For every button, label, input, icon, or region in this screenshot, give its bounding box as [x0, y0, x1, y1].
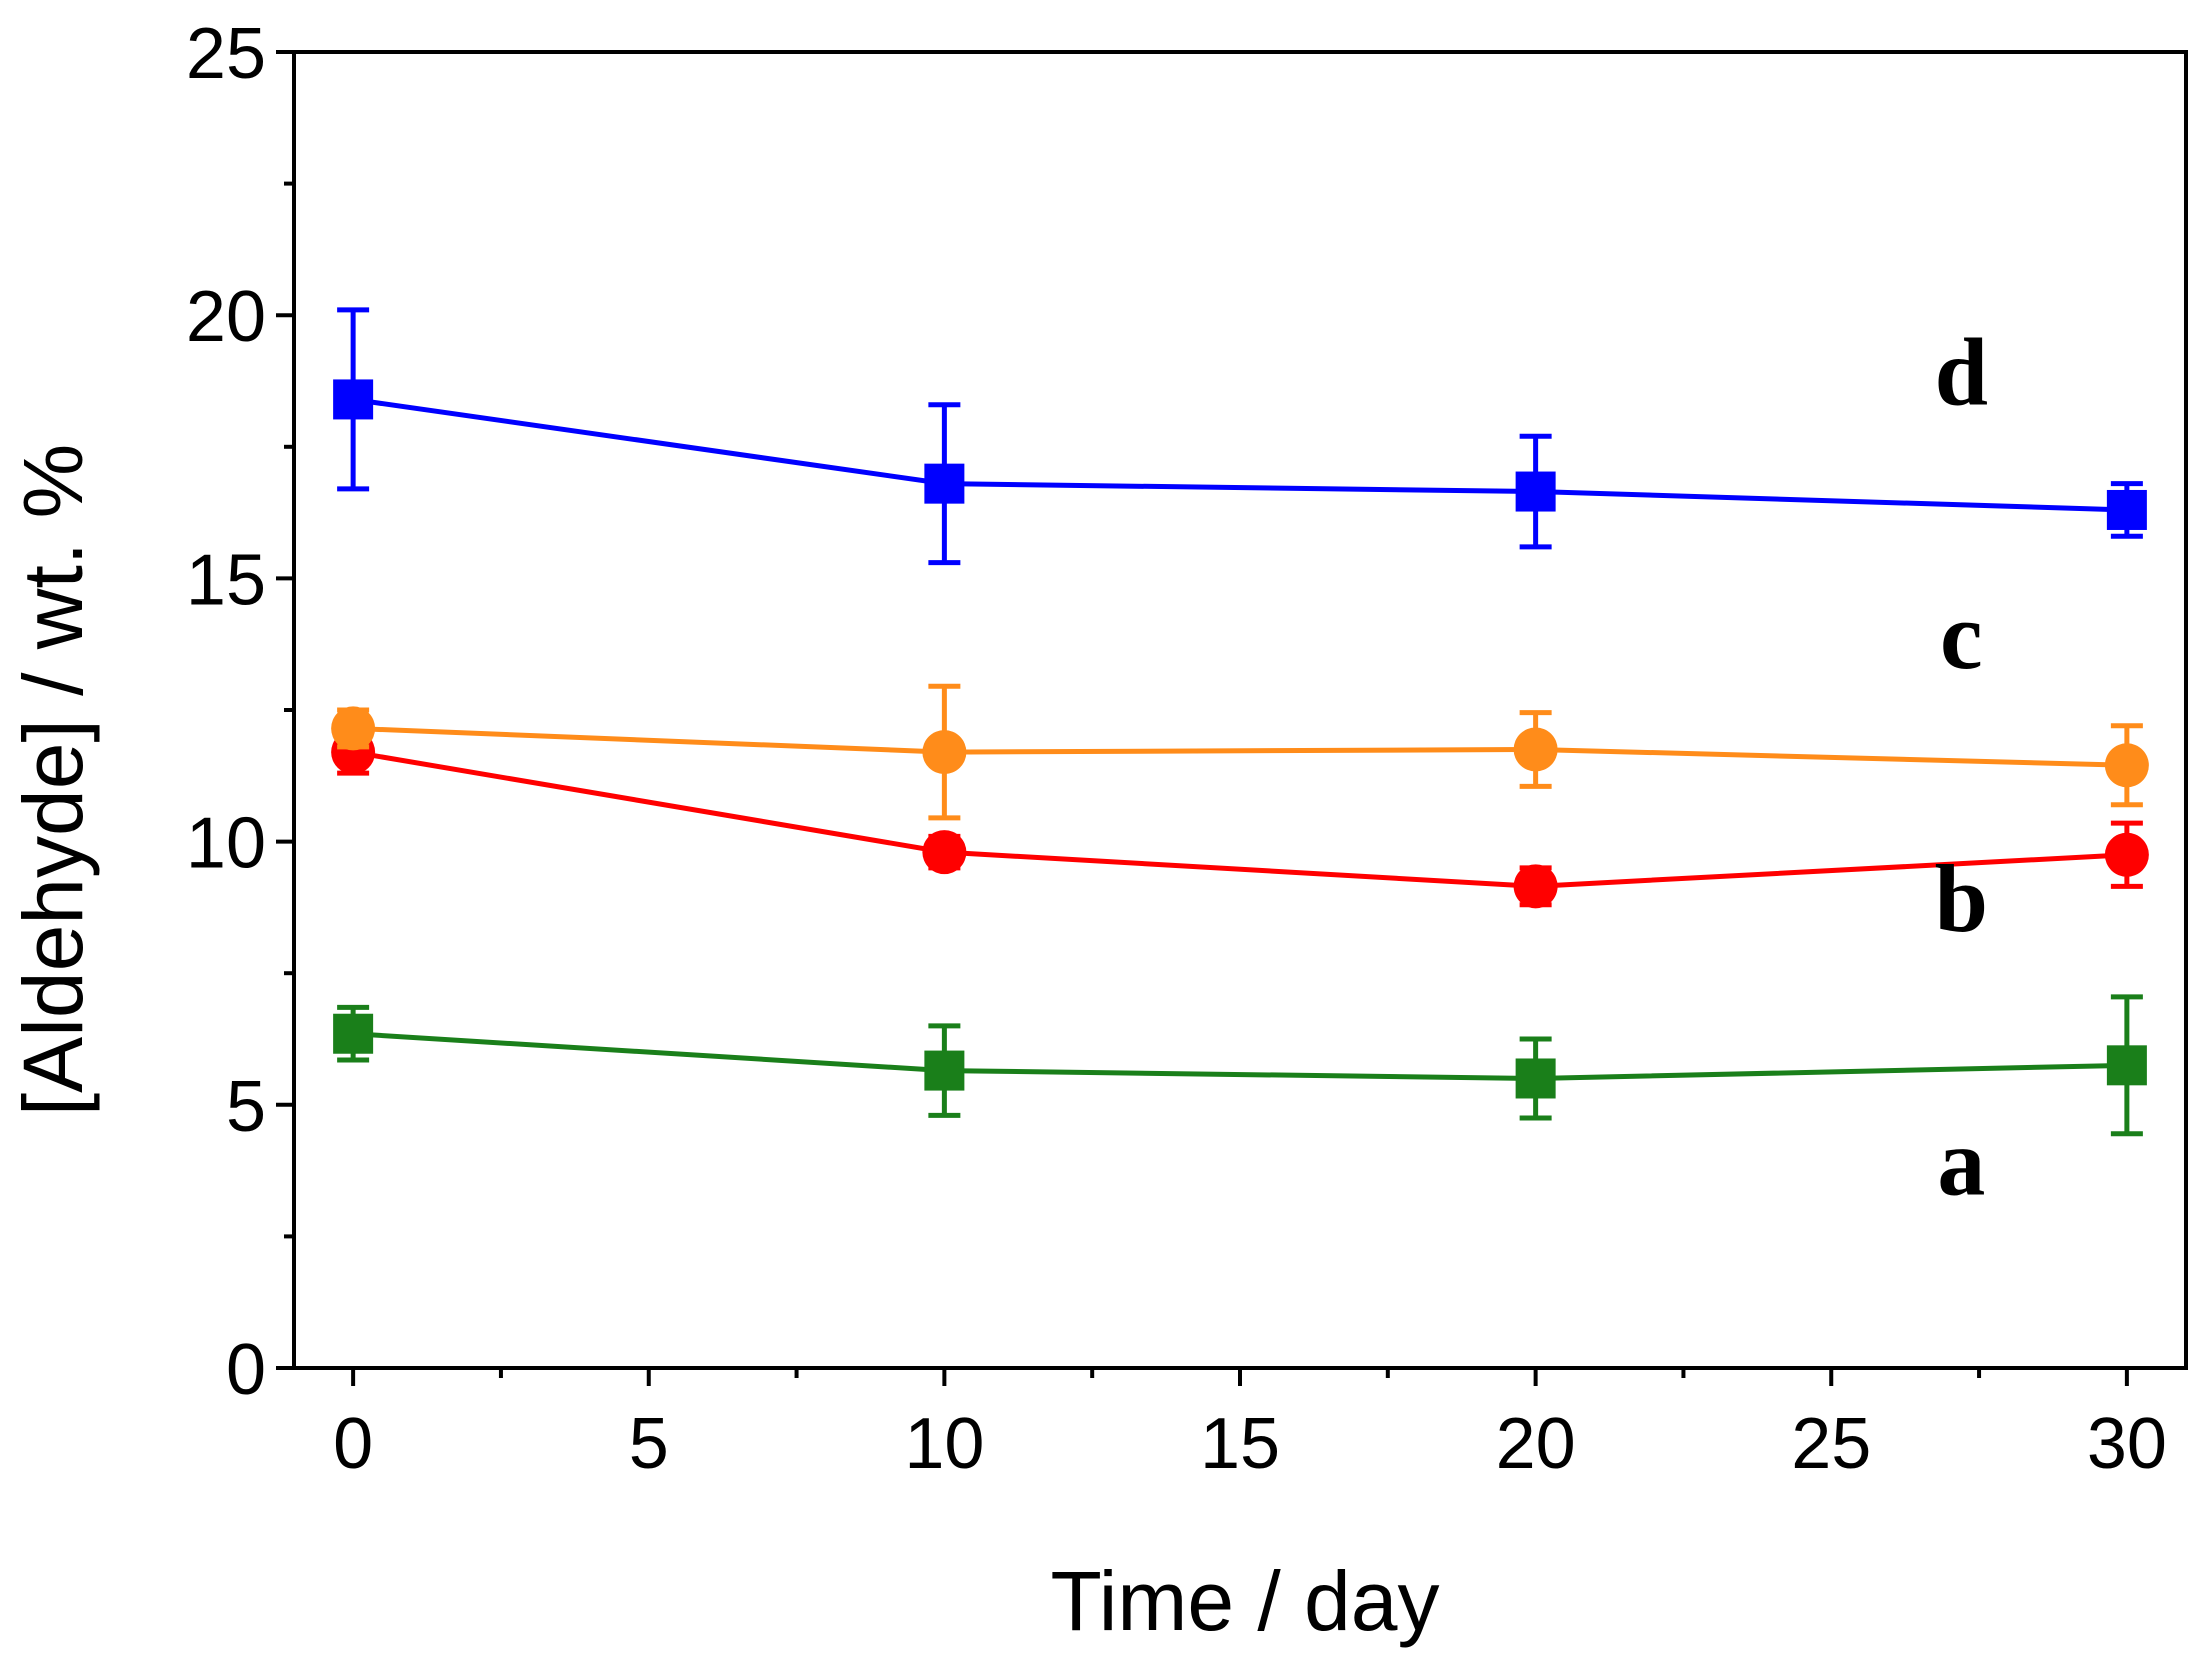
series-a: a [333, 994, 2147, 1215]
axes: 0 5 10 15 20 25 30 0 5 10 15 20 25 [186, 14, 2188, 1484]
data-point-b [1513, 864, 1558, 909]
y-tick-label: 0 [226, 1330, 266, 1410]
x-tick-label: 25 [1791, 1404, 1871, 1484]
data-point-d [333, 379, 374, 420]
data-point-a [924, 1050, 965, 1091]
data-point-d [2106, 489, 2147, 530]
data-point-d [924, 463, 965, 504]
series-label-b: b [1935, 845, 1988, 952]
data-point-a [333, 1013, 374, 1054]
series-layer: a b c d [331, 307, 2149, 1215]
series-b: b [331, 728, 2149, 952]
x-axis-title: Time / day [1051, 1554, 1440, 1648]
series-c: c [331, 582, 2149, 821]
series-label-d: d [1935, 319, 1988, 426]
x-tick-label: 5 [629, 1404, 669, 1484]
x-tick-label: 0 [333, 1404, 373, 1484]
series-line-c [353, 725, 2127, 768]
y-tick-label: 15 [186, 540, 266, 620]
data-point-a [2106, 1045, 2147, 1086]
y-tick-label: 25 [186, 14, 266, 94]
data-point-c [1513, 727, 1558, 772]
data-point-d [1515, 471, 1556, 512]
series-line-a [352, 1031, 2127, 1081]
data-point-b [922, 830, 967, 875]
series-label-a: a [1937, 1108, 1985, 1215]
data-point-c [2104, 743, 2149, 788]
x-tick-label: 10 [904, 1404, 984, 1484]
series-line-b [352, 749, 2128, 889]
plot-frame [292, 50, 2188, 1370]
y-axis-title: [Aldehyde] / wt. % [6, 444, 100, 1116]
series-d: d [333, 307, 2147, 566]
series-label-c: c [1940, 582, 1983, 689]
y-tick-label: 10 [186, 804, 266, 884]
series-line-d [352, 396, 2127, 513]
x-tick-label: 15 [1200, 1404, 1280, 1484]
data-point-c [922, 730, 967, 775]
y-tick-label: 20 [186, 277, 266, 357]
y-tick-label: 5 [226, 1067, 266, 1147]
x-tick-label: 30 [2087, 1404, 2167, 1484]
data-point-a [1515, 1058, 1556, 1099]
data-point-c [331, 706, 376, 751]
data-point-b [2104, 832, 2149, 877]
x-tick-label: 20 [1496, 1404, 1576, 1484]
